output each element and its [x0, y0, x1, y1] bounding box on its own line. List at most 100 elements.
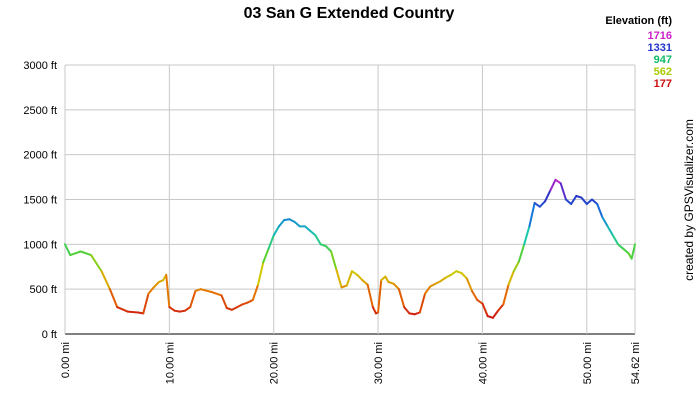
- profile-segment: [392, 282, 400, 291]
- profile-segment: [69, 250, 82, 257]
- profile-segment: [580, 196, 588, 205]
- profile-segment: [184, 306, 192, 312]
- profile-segment: [424, 285, 432, 295]
- profile-segment: [549, 178, 557, 192]
- x-tick-label: 10.00 mi: [164, 342, 176, 384]
- profile-segment: [189, 289, 197, 309]
- grid: [64, 64, 636, 335]
- profile-segment: [460, 272, 468, 280]
- profile-segment: [314, 234, 322, 246]
- legend-entry: 562: [654, 66, 672, 78]
- profile-segment: [528, 202, 536, 228]
- x-tick-label: 54.62 mi: [630, 342, 642, 384]
- profile-segment: [361, 279, 369, 286]
- y-tick-label: 500 ft: [29, 284, 57, 296]
- legend-title: Elevation (ft): [605, 15, 672, 27]
- y-tick-label: 0 ft: [42, 329, 57, 341]
- profile-segment: [126, 310, 140, 314]
- profile-segment: [366, 283, 374, 309]
- y-tick-label: 2500 ft: [23, 105, 57, 117]
- profile-segment: [267, 234, 275, 250]
- profile-segment: [601, 216, 609, 228]
- legend-entry: 1331: [648, 42, 672, 54]
- profile-segment: [591, 198, 599, 205]
- chart-title: 03 San G Extended Country: [244, 5, 455, 22]
- profile-segment: [476, 298, 484, 305]
- profile-segment: [491, 309, 500, 319]
- profile-segment: [330, 250, 338, 271]
- profile-segment: [538, 200, 547, 208]
- profile-segment: [439, 276, 447, 283]
- legend-entry: 177: [654, 78, 672, 90]
- profile-segment: [345, 270, 353, 287]
- profile-segment: [606, 225, 614, 237]
- profile-segment: [533, 202, 541, 208]
- y-tick-label: 2000 ft: [23, 150, 57, 162]
- y-axis: 0 ft 500 ft 1000 ft 1500 ft 2000 ft 2500 ft 30…: [23, 60, 57, 341]
- profile-segment: [470, 289, 479, 301]
- profile-segment: [507, 270, 515, 286]
- profile-segment: [309, 229, 317, 237]
- profile-segment: [384, 275, 390, 283]
- profile-segment: [257, 261, 265, 286]
- profile-segment: [397, 288, 406, 309]
- profile-segment: [220, 294, 228, 309]
- profile-segment: [585, 198, 594, 205]
- profile-segment: [100, 270, 111, 291]
- profile-segment: [564, 198, 573, 205]
- profile-segment: [481, 302, 489, 318]
- profile-segment: [371, 306, 377, 315]
- y-tick-label: 1500 ft: [23, 195, 57, 207]
- profile-segment: [523, 225, 531, 246]
- x-axis: 0.00 mi 10.00 mi 20.00 mi 30.00 mi 40.00 mi 5…: [60, 342, 642, 384]
- profile-segment: [277, 219, 286, 228]
- profile-segment: [165, 273, 171, 309]
- profile-segment: [335, 268, 343, 289]
- profile-segment: [497, 303, 505, 312]
- profile-segment: [418, 292, 427, 314]
- x-tick-label: 0.00 mi: [60, 342, 72, 378]
- profile-segment: [611, 234, 620, 246]
- profile-segment: [377, 279, 383, 314]
- profile-segment: [517, 243, 526, 263]
- profile-segment: [403, 306, 411, 315]
- profile-segment: [622, 247, 630, 255]
- profile-segment: [324, 245, 333, 253]
- profile-segment: [596, 202, 604, 219]
- profile-segment: [142, 292, 150, 315]
- x-tick-label: 30.00 mi: [373, 342, 385, 384]
- profile-segment: [617, 243, 625, 250]
- legend-entry: 1716: [648, 30, 672, 42]
- profile-segment: [356, 273, 364, 282]
- profile-segment: [251, 283, 260, 301]
- x-tick-label: 40.00 mi: [477, 342, 489, 384]
- profile-segment: [350, 270, 359, 276]
- profile-segment: [108, 288, 119, 309]
- elevation-profile: [64, 178, 636, 319]
- profile-segment: [152, 280, 160, 289]
- profile-segment: [210, 290, 223, 297]
- profile-segment: [630, 243, 636, 260]
- profile-segment: [199, 288, 213, 293]
- credit-label: created by GPSVisualizer.com: [682, 119, 696, 281]
- legend-entry: 947: [654, 54, 672, 66]
- profile-segment: [502, 283, 510, 306]
- profile-segment: [544, 189, 552, 203]
- profile-segment: [559, 182, 567, 201]
- profile-segment: [512, 260, 520, 273]
- profile-segment: [570, 194, 578, 205]
- profile-segment: [147, 286, 155, 295]
- profile-segment: [168, 306, 176, 312]
- profile-segment: [116, 306, 129, 313]
- x-tick-label: 50.00 mi: [582, 342, 594, 384]
- profile-segment: [262, 247, 270, 264]
- profile-segment: [554, 178, 562, 185]
- x-tick-label: 20.00 mi: [269, 342, 281, 384]
- profile-segment: [90, 254, 103, 273]
- profile-segment: [272, 225, 280, 237]
- y-tick-label: 3000 ft: [23, 60, 57, 72]
- profile-segment: [293, 220, 301, 228]
- profile-segment: [64, 243, 72, 257]
